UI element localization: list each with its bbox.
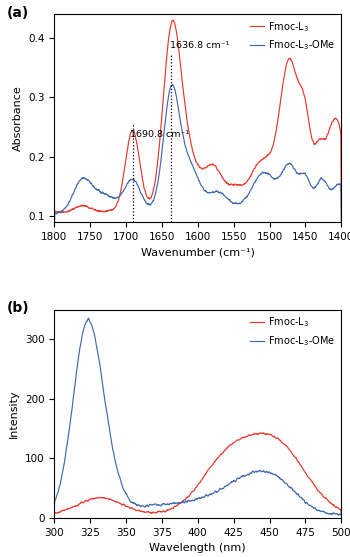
Fmoc-L$_3$-OMe [86,315,91,321]
Fmoc-L$_3$-OMe [52,504,56,511]
Fmoc-L$_3$-OMe [250,470,254,477]
Fmoc-L$_3$ [276,435,280,442]
Fmoc-L$_3$ [180,77,184,84]
Line: Fmoc-L$_3$-OMe: Fmoc-L$_3$-OMe [54,318,341,516]
Fmoc-L$_3$-OMe [339,512,343,519]
Legend: Fmoc-L$_3$, Fmoc-L$_3$-OMe: Fmoc-L$_3$, Fmoc-L$_3$-OMe [246,312,339,352]
Fmoc-L$_3$-OMe [174,92,178,99]
Legend: Fmoc-L$_3$, Fmoc-L$_3$-OMe: Fmoc-L$_3$, Fmoc-L$_3$-OMe [246,16,339,56]
Fmoc-L$_3$-OMe [339,218,343,225]
Fmoc-L$_3$-OMe [86,177,90,183]
Fmoc-L$_3$ [74,204,78,211]
Fmoc-L$_3$ [174,27,178,34]
Fmoc-L$_3$-OMe [74,183,78,189]
Line: Fmoc-L$_3$: Fmoc-L$_3$ [54,433,341,515]
Fmoc-L$_3$ [281,440,286,447]
Fmoc-L$_3$-OMe [180,128,184,134]
Fmoc-L$_3$ [258,429,262,436]
Fmoc-L$_3$ [339,509,343,516]
Fmoc-L$_3$ [52,219,56,226]
Fmoc-L$_3$-OMe [179,500,183,506]
Fmoc-L$_3$-OMe [281,478,286,485]
Fmoc-L$_3$-OMe [52,219,56,226]
Y-axis label: Absorbance: Absorbance [13,85,22,151]
Fmoc-L$_3$ [52,511,56,518]
Fmoc-L$_3$ [82,499,86,506]
Text: 1636.8 cm⁻¹: 1636.8 cm⁻¹ [170,41,229,50]
Fmoc-L$_3$ [339,188,343,195]
X-axis label: Wavenumber (cm⁻¹): Wavenumber (cm⁻¹) [141,247,255,257]
Fmoc-L$_3$-OMe [216,188,220,195]
Fmoc-L$_3$ [178,500,183,507]
Fmoc-L$_3$ [168,506,173,512]
Fmoc-L$_3$-OMe [170,81,175,88]
Fmoc-L$_3$ [170,17,175,23]
Fmoc-L$_3$ [86,204,90,211]
Fmoc-L$_3$-OMe [276,474,280,481]
Fmoc-L$_3$ [185,119,189,126]
Y-axis label: Intensity: Intensity [9,389,19,438]
Text: (a): (a) [7,6,29,19]
X-axis label: Wavelength (nm): Wavelength (nm) [149,543,246,553]
Fmoc-L$_3$ [249,432,253,439]
Line: Fmoc-L$_3$-OMe: Fmoc-L$_3$-OMe [54,85,341,222]
Line: Fmoc-L$_3$: Fmoc-L$_3$ [54,20,341,222]
Text: (b): (b) [7,301,29,315]
Fmoc-L$_3$-OMe [82,326,86,333]
Fmoc-L$_3$-OMe [185,149,189,156]
Text: 1690.8 cm⁻¹: 1690.8 cm⁻¹ [130,130,189,139]
Fmoc-L$_3$-OMe [168,500,173,507]
Fmoc-L$_3$ [216,167,220,174]
